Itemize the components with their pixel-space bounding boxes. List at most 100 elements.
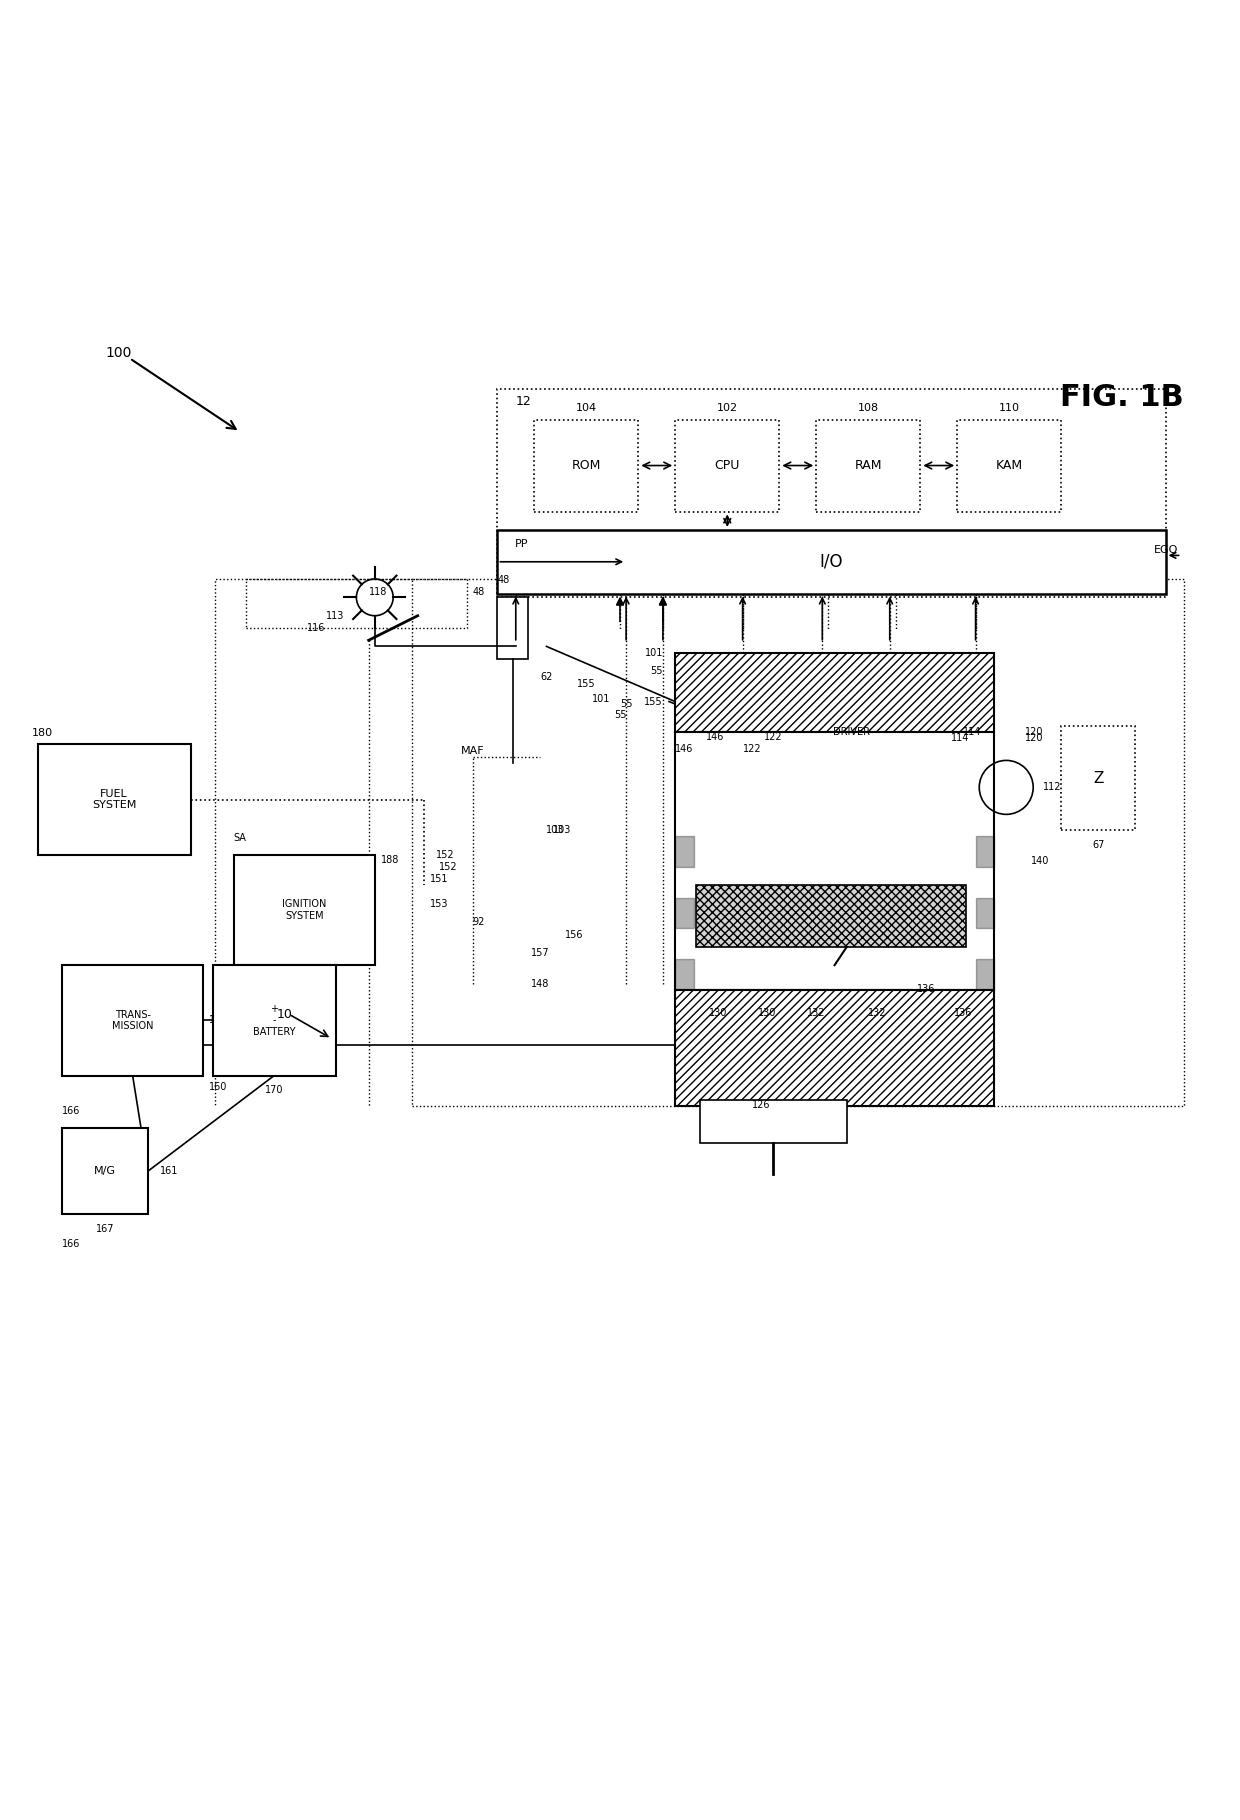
Text: 103: 103 (547, 824, 565, 835)
Text: FIG. 1B: FIG. 1B (1060, 382, 1184, 411)
Text: 55: 55 (614, 710, 626, 721)
Text: TP: TP (749, 781, 759, 794)
Text: EGO: EGO (1153, 544, 1178, 555)
Text: 180: 180 (31, 728, 52, 739)
Text: 126: 126 (733, 1112, 751, 1123)
Bar (497, 389, 1166, 597)
Text: 152: 152 (439, 863, 458, 872)
Text: 100: 100 (105, 346, 131, 360)
Text: 48: 48 (497, 575, 510, 584)
Text: +
-
BATTERY: + - BATTERY (253, 1005, 295, 1037)
Text: 92: 92 (472, 917, 485, 926)
Text: 167: 167 (95, 1223, 114, 1234)
Text: 110: 110 (998, 404, 1019, 413)
Text: 102: 102 (717, 404, 738, 413)
Text: IGNITION
SYSTEM: IGNITION SYSTEM (281, 899, 326, 921)
Text: 166: 166 (62, 1239, 81, 1249)
Text: 67: 67 (1092, 841, 1105, 850)
Bar (675, 990, 994, 1107)
Text: 170: 170 (265, 1085, 284, 1096)
Text: 155: 155 (577, 679, 595, 690)
Text: 55: 55 (651, 666, 663, 675)
Text: 62: 62 (541, 672, 553, 682)
Text: 168: 168 (842, 797, 861, 808)
Text: I/O: I/O (820, 553, 843, 571)
Text: 157: 157 (531, 948, 549, 957)
Bar (534, 420, 639, 511)
Text: 136: 136 (918, 983, 936, 994)
Text: MAF: MAF (461, 746, 485, 755)
Text: PIP: PIP (982, 781, 992, 795)
Text: 132: 132 (807, 1008, 826, 1017)
Text: Z: Z (1092, 770, 1104, 786)
Bar (696, 886, 966, 946)
Text: 188: 188 (381, 855, 399, 864)
Text: M/G: M/G (94, 1167, 117, 1176)
Text: 148: 148 (531, 979, 549, 988)
Bar (816, 420, 920, 511)
Text: 55: 55 (620, 699, 632, 710)
Text: FUEL
SYSTEM: FUEL SYSTEM (92, 788, 136, 810)
Text: 122: 122 (743, 744, 761, 755)
Text: 114: 114 (963, 728, 982, 737)
Text: 153: 153 (430, 899, 449, 908)
Text: 114: 114 (951, 733, 970, 743)
Text: 12: 12 (516, 395, 532, 408)
Text: 161: 161 (160, 1167, 179, 1176)
Text: 118: 118 (368, 588, 387, 597)
Bar (699, 1099, 847, 1143)
Text: RAM: RAM (854, 459, 882, 471)
Text: 136: 136 (954, 1008, 972, 1017)
Text: 166: 166 (62, 1107, 81, 1116)
Text: 155: 155 (645, 697, 663, 706)
Text: 160: 160 (210, 1081, 228, 1092)
Bar (675, 732, 994, 990)
Text: TRANS-
MISSION: TRANS- MISSION (112, 1010, 154, 1032)
Bar (810, 677, 894, 788)
Bar (497, 530, 1166, 593)
Text: 122: 122 (764, 732, 782, 743)
Text: PP: PP (515, 539, 528, 550)
Bar (213, 965, 336, 1076)
Text: 140: 140 (1030, 855, 1049, 866)
Text: 120: 120 (1024, 728, 1043, 737)
Bar (62, 965, 203, 1076)
Text: KAM: KAM (996, 459, 1023, 471)
Text: 156: 156 (565, 930, 583, 939)
Text: 112: 112 (1043, 783, 1061, 792)
Text: 130: 130 (709, 1008, 728, 1017)
Text: 101: 101 (645, 648, 663, 657)
Text: ROM: ROM (572, 459, 601, 471)
Text: SA: SA (234, 832, 247, 843)
Text: 126: 126 (751, 1099, 770, 1110)
Text: 167: 167 (210, 1016, 228, 1025)
Bar (675, 653, 994, 732)
Bar (234, 855, 374, 965)
Text: PIP: PIP (951, 786, 961, 801)
Text: CPU: CPU (714, 459, 740, 471)
Bar (957, 420, 1061, 511)
Text: 152: 152 (436, 850, 455, 859)
Bar (37, 744, 191, 855)
Text: 108: 108 (858, 404, 879, 413)
Text: 10: 10 (277, 1008, 293, 1021)
Text: 116: 116 (308, 622, 326, 633)
Bar (497, 597, 528, 659)
Text: 103: 103 (553, 824, 570, 835)
Text: 104: 104 (575, 404, 596, 413)
Text: MAP: MAP (828, 777, 838, 797)
Bar (62, 1128, 148, 1214)
Text: 151: 151 (430, 874, 449, 885)
Text: DRIVER: DRIVER (833, 728, 870, 737)
Text: 101: 101 (591, 693, 610, 704)
Text: FPW: FPW (791, 832, 801, 854)
Bar (675, 420, 780, 511)
Text: ECT: ECT (866, 834, 875, 852)
Text: 130: 130 (758, 1008, 776, 1017)
Text: 113: 113 (326, 612, 345, 621)
Text: 146: 146 (707, 732, 725, 743)
Text: 146: 146 (675, 744, 693, 755)
Bar (1061, 726, 1135, 830)
Text: 132: 132 (868, 1008, 887, 1017)
Text: 48: 48 (472, 588, 485, 597)
